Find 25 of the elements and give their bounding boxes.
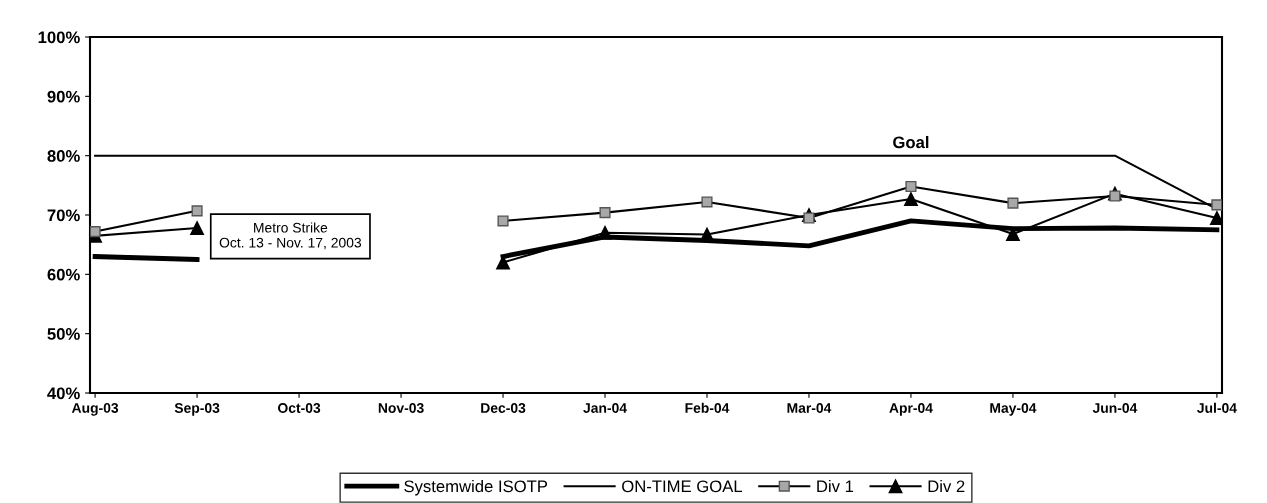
x-tick-label: Jul-04 [1197,402,1237,413]
y-tick-label: 70% [47,209,80,222]
y-tick-label: 60% [47,268,80,281]
annotation: Goal [893,135,929,149]
legend-label: Div 2 [928,479,965,493]
y-tick-label: 90% [47,90,80,103]
annotation: Metro Strike Oct. 13 - Nov. 17, 2003 [219,222,362,250]
x-tick-label: Aug-03 [71,403,119,416]
legend-label: Div 1 [817,479,854,493]
x-tick-label: Feb-04 [685,402,730,413]
y-tick-label: 100% [38,31,80,44]
y-tick-label: 80% [47,150,80,162]
x-tick-label: Sep-03 [174,403,220,416]
x-tick-label: May-04 [990,403,1037,416]
y-tick-label: 50% [47,328,80,340]
x-tick-label: Apr-04 [889,403,933,416]
legend-label: ON-TIME GOAL [622,480,743,493]
y-tick-label: 40% [47,387,80,400]
x-tick-label: Oct-03 [278,403,321,413]
x-tick-label: Nov-03 [378,403,424,413]
x-tick-label: Jan-04 [583,403,627,413]
x-tick-label: Mar-04 [787,403,832,413]
legend-label: Systemwide ISOTP [404,479,548,496]
x-tick-label: Dec-03 [481,403,526,413]
x-tick-label: Jun-04 [1092,403,1138,413]
